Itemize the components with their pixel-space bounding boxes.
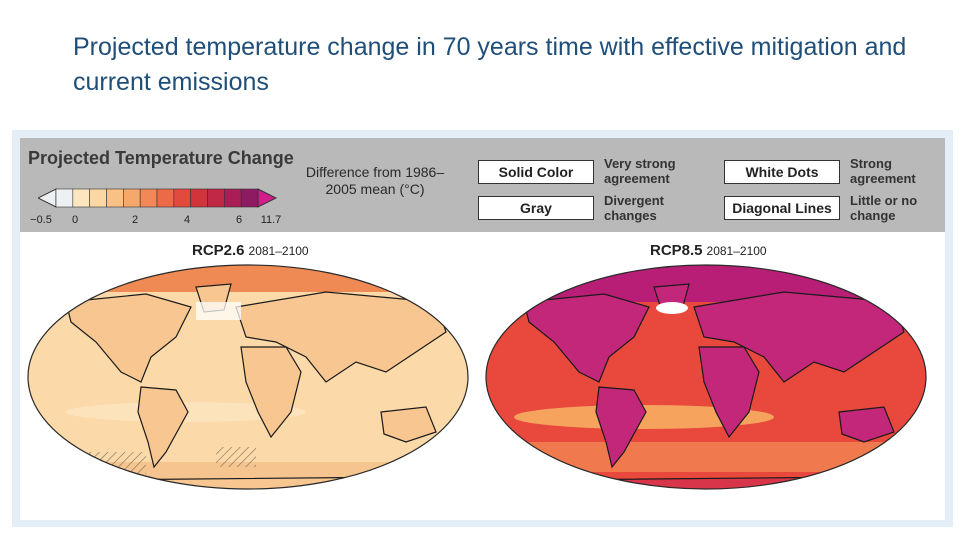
scale-segment xyxy=(224,188,242,208)
scale-min-label: −0.5 xyxy=(30,214,52,226)
map-rcp26 xyxy=(27,264,469,490)
south-america xyxy=(137,386,189,469)
scale-segment xyxy=(106,188,124,208)
hatched-southern-ocean xyxy=(216,447,256,467)
north-america xyxy=(523,293,650,383)
temperature-figure: Projected Temperature Change −0.5 0 2 4 … xyxy=(12,130,953,527)
period-label: 2081–2100 xyxy=(248,244,309,258)
scale-segment xyxy=(72,188,90,208)
slide-title: Projected temperature change in 70 years… xyxy=(73,33,907,96)
scale-segment xyxy=(89,188,107,208)
key-solid-color: Solid Color xyxy=(478,160,594,184)
arctic-band xyxy=(486,265,926,302)
africa xyxy=(698,346,760,439)
key-diagonal-lines-desc: Little or no change xyxy=(850,193,918,223)
scale-tick-label: 2 xyxy=(131,214,139,226)
key-gray-desc: Divergent changes xyxy=(604,193,664,223)
key-gray: Gray xyxy=(478,196,594,220)
map-title-rcp85: RCP8.5 2081–2100 xyxy=(650,242,767,259)
key-diagonal-lines: Diagonal Lines xyxy=(724,196,840,220)
africa xyxy=(240,346,302,439)
scale-tick-label: 4 xyxy=(183,214,191,226)
antarctica xyxy=(521,476,886,489)
scale-segment xyxy=(207,188,225,208)
scenario-label: RCP8.5 xyxy=(650,242,703,259)
map-title-rcp26: RCP2.6 2081–2100 xyxy=(192,242,309,259)
australia xyxy=(380,406,437,443)
scale-segment xyxy=(123,188,141,208)
scale-segment xyxy=(156,188,175,208)
scale-segment xyxy=(173,188,191,208)
scale-tick-label: 6 xyxy=(235,214,243,226)
stippled-north-atlantic xyxy=(656,302,688,314)
scale-segment xyxy=(55,188,74,208)
arctic-band xyxy=(28,265,468,292)
key-white-dots-desc: Strong agreement xyxy=(850,156,916,186)
map-outline xyxy=(485,264,927,490)
scale-low-arrow xyxy=(38,188,57,208)
map-outline xyxy=(27,264,469,490)
map-rcp85 xyxy=(485,264,927,490)
australia xyxy=(838,406,895,443)
ocean-band xyxy=(514,405,774,429)
legend-title: Projected Temperature Change xyxy=(28,148,294,168)
antarctica xyxy=(63,476,428,489)
scale-tick-label: 0 xyxy=(71,214,79,226)
key-white-dots: White Dots xyxy=(724,160,840,184)
scenario-label: RCP2.6 xyxy=(192,242,245,259)
scale-segments xyxy=(55,188,259,208)
scale-max-label: 11.7 xyxy=(260,214,282,226)
scale-segment xyxy=(240,188,259,208)
scale-segment xyxy=(139,188,158,208)
stippled-north-atlantic xyxy=(196,302,241,320)
south-america xyxy=(595,386,647,469)
difference-label: Difference from 1986–2005 mean (°C) xyxy=(305,164,445,197)
period-label: 2081–2100 xyxy=(706,244,767,258)
legend-panel: Projected Temperature Change −0.5 0 2 4 … xyxy=(20,138,945,232)
hatched-southern-ocean xyxy=(86,452,146,474)
key-solid-color-desc: Very strong agreement xyxy=(604,156,676,186)
scale-segment xyxy=(190,188,208,208)
color-scale xyxy=(38,188,278,208)
scale-high-arrow xyxy=(257,188,278,208)
north-america xyxy=(65,293,192,383)
